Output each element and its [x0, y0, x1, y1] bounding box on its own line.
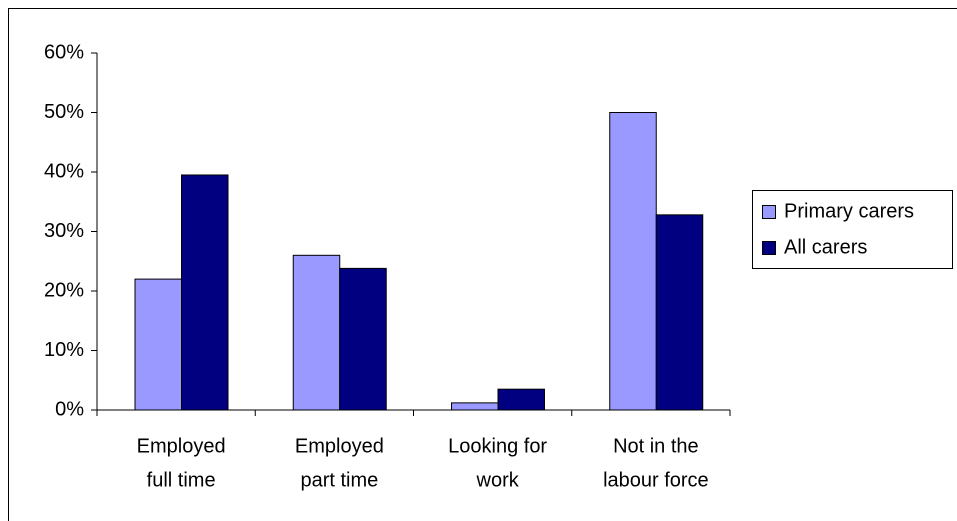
bar — [451, 402, 499, 411]
x-tick-label: labour force — [603, 469, 709, 491]
y-tick-label: 10% — [44, 339, 84, 361]
legend-swatch — [762, 241, 776, 255]
bar — [655, 214, 704, 411]
bar — [292, 254, 341, 411]
x-tick-label: part time — [300, 469, 378, 491]
bar — [181, 174, 229, 411]
y-tick-label: 50% — [44, 101, 84, 123]
x-tick-label: full time — [147, 469, 216, 491]
legend-box — [752, 190, 953, 269]
y-tick-label: 20% — [44, 279, 84, 301]
bar — [134, 278, 182, 411]
bar — [497, 388, 545, 411]
x-tick-label: work — [476, 469, 520, 491]
x-tick-label: Employed — [137, 435, 226, 457]
x-tick-label: Employed — [295, 435, 384, 457]
bar — [609, 112, 657, 411]
x-tick-label: Not in the — [613, 435, 699, 457]
legend-label: All carers — [784, 236, 867, 258]
bar — [339, 267, 387, 411]
x-tick-label: Looking for — [448, 435, 547, 457]
y-tick-label: 30% — [44, 220, 84, 242]
legend-swatch — [762, 205, 776, 219]
y-tick-label: 0% — [55, 398, 84, 420]
y-tick-label: 60% — [44, 41, 84, 63]
y-tick-label: 40% — [44, 160, 84, 182]
legend-label: Primary carers — [784, 200, 914, 222]
